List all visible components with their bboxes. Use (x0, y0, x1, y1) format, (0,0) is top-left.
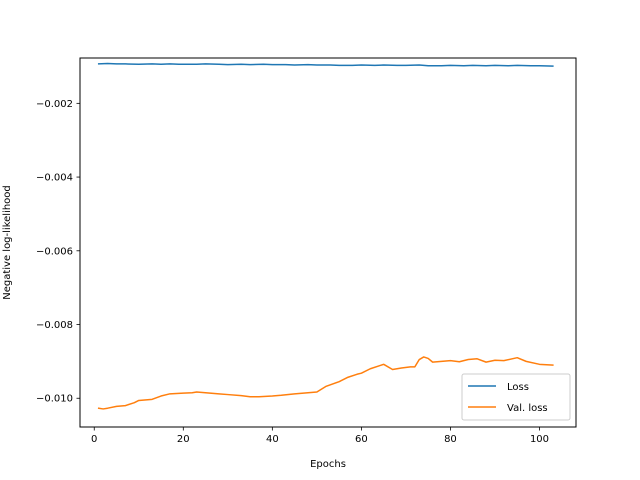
series-layer (97, 62, 554, 410)
x-tick-label: 40 (266, 434, 279, 445)
legend: Loss Val. loss (461, 373, 571, 421)
y-tick-label: −0.006 (36, 246, 73, 257)
axes-layer (79, 57, 577, 428)
series-line-loss (97, 62, 554, 67)
axes-frame (79, 57, 577, 428)
x-axis-label: Epochs (310, 459, 346, 470)
x-tick-label: 0 (91, 434, 97, 445)
x-tick-label: 60 (355, 434, 368, 445)
legend-label-val-loss: Val. loss (507, 403, 548, 414)
series-line-val-loss (97, 356, 554, 410)
y-ticks: −0.002 −0.004 −0.006 −0.008 −0.010 (36, 99, 80, 405)
y-tick-label: −0.002 (36, 99, 73, 110)
x-tick-label: 80 (444, 434, 457, 445)
y-axis-label: Negative log-likelihood (2, 185, 13, 300)
x-tick-label: 20 (177, 434, 190, 445)
legend-label-loss: Loss (507, 382, 529, 393)
y-tick-label: −0.008 (36, 320, 73, 331)
x-tick-label: 100 (530, 434, 549, 445)
plot-area (80, 58, 576, 427)
y-tick-label: −0.004 (36, 173, 73, 184)
y-tick-label: −0.010 (36, 394, 73, 405)
x-ticks: 0 20 40 60 80 100 (91, 427, 549, 445)
